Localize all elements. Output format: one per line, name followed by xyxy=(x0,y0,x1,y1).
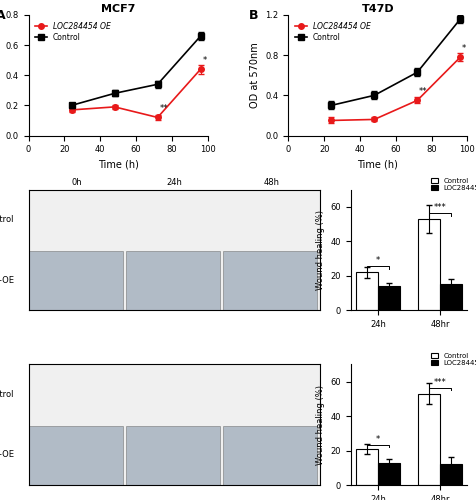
FancyBboxPatch shape xyxy=(29,486,123,500)
Legend: LOC284454 OE, Control: LOC284454 OE, Control xyxy=(291,19,373,45)
FancyBboxPatch shape xyxy=(126,251,219,310)
Bar xyxy=(439,464,461,485)
Text: *: * xyxy=(375,256,379,266)
Text: Control: Control xyxy=(0,390,14,399)
FancyBboxPatch shape xyxy=(29,312,123,370)
FancyBboxPatch shape xyxy=(29,426,123,485)
Title: MCF7: MCF7 xyxy=(101,4,135,14)
FancyBboxPatch shape xyxy=(126,486,219,500)
FancyBboxPatch shape xyxy=(223,251,317,310)
Bar xyxy=(356,272,377,310)
Bar xyxy=(377,286,399,310)
Bar xyxy=(377,462,399,485)
Text: 0h: 0h xyxy=(72,178,82,188)
FancyBboxPatch shape xyxy=(223,426,317,485)
Text: LOC-OE: LOC-OE xyxy=(0,450,14,460)
Bar xyxy=(417,394,439,485)
Text: *: * xyxy=(202,56,206,64)
FancyBboxPatch shape xyxy=(126,312,219,370)
Y-axis label: Wound healing (%): Wound healing (%) xyxy=(315,384,324,464)
Text: 24h: 24h xyxy=(166,178,182,188)
FancyBboxPatch shape xyxy=(29,251,123,310)
Text: B: B xyxy=(248,9,258,22)
X-axis label: Time (h): Time (h) xyxy=(98,160,139,170)
Legend: LOC284454 OE, Control: LOC284454 OE, Control xyxy=(32,19,114,45)
Y-axis label: OD at 570nm: OD at 570nm xyxy=(249,42,259,108)
Bar xyxy=(439,284,461,310)
Y-axis label: Wound healing (%): Wound healing (%) xyxy=(315,210,324,290)
Text: 48h: 48h xyxy=(263,178,279,188)
X-axis label: Time (h): Time (h) xyxy=(357,160,397,170)
Text: LOC-OE: LOC-OE xyxy=(0,276,14,284)
Text: *: * xyxy=(461,44,466,53)
FancyBboxPatch shape xyxy=(223,312,317,370)
Title: T47D: T47D xyxy=(361,4,393,14)
Text: ***: *** xyxy=(433,378,446,387)
Legend: Control, LOC284454-OE: Control, LOC284454-OE xyxy=(427,175,476,194)
Text: *: * xyxy=(375,434,379,444)
Text: A: A xyxy=(0,9,6,22)
Legend: Control, LOC284454-OE: Control, LOC284454-OE xyxy=(427,350,476,369)
Text: Control: Control xyxy=(0,216,14,224)
Text: ***: *** xyxy=(433,203,446,212)
Bar xyxy=(417,219,439,310)
Bar xyxy=(356,449,377,485)
Text: **: ** xyxy=(418,88,426,96)
FancyBboxPatch shape xyxy=(126,426,219,485)
FancyBboxPatch shape xyxy=(223,486,317,500)
Text: **: ** xyxy=(159,104,168,113)
